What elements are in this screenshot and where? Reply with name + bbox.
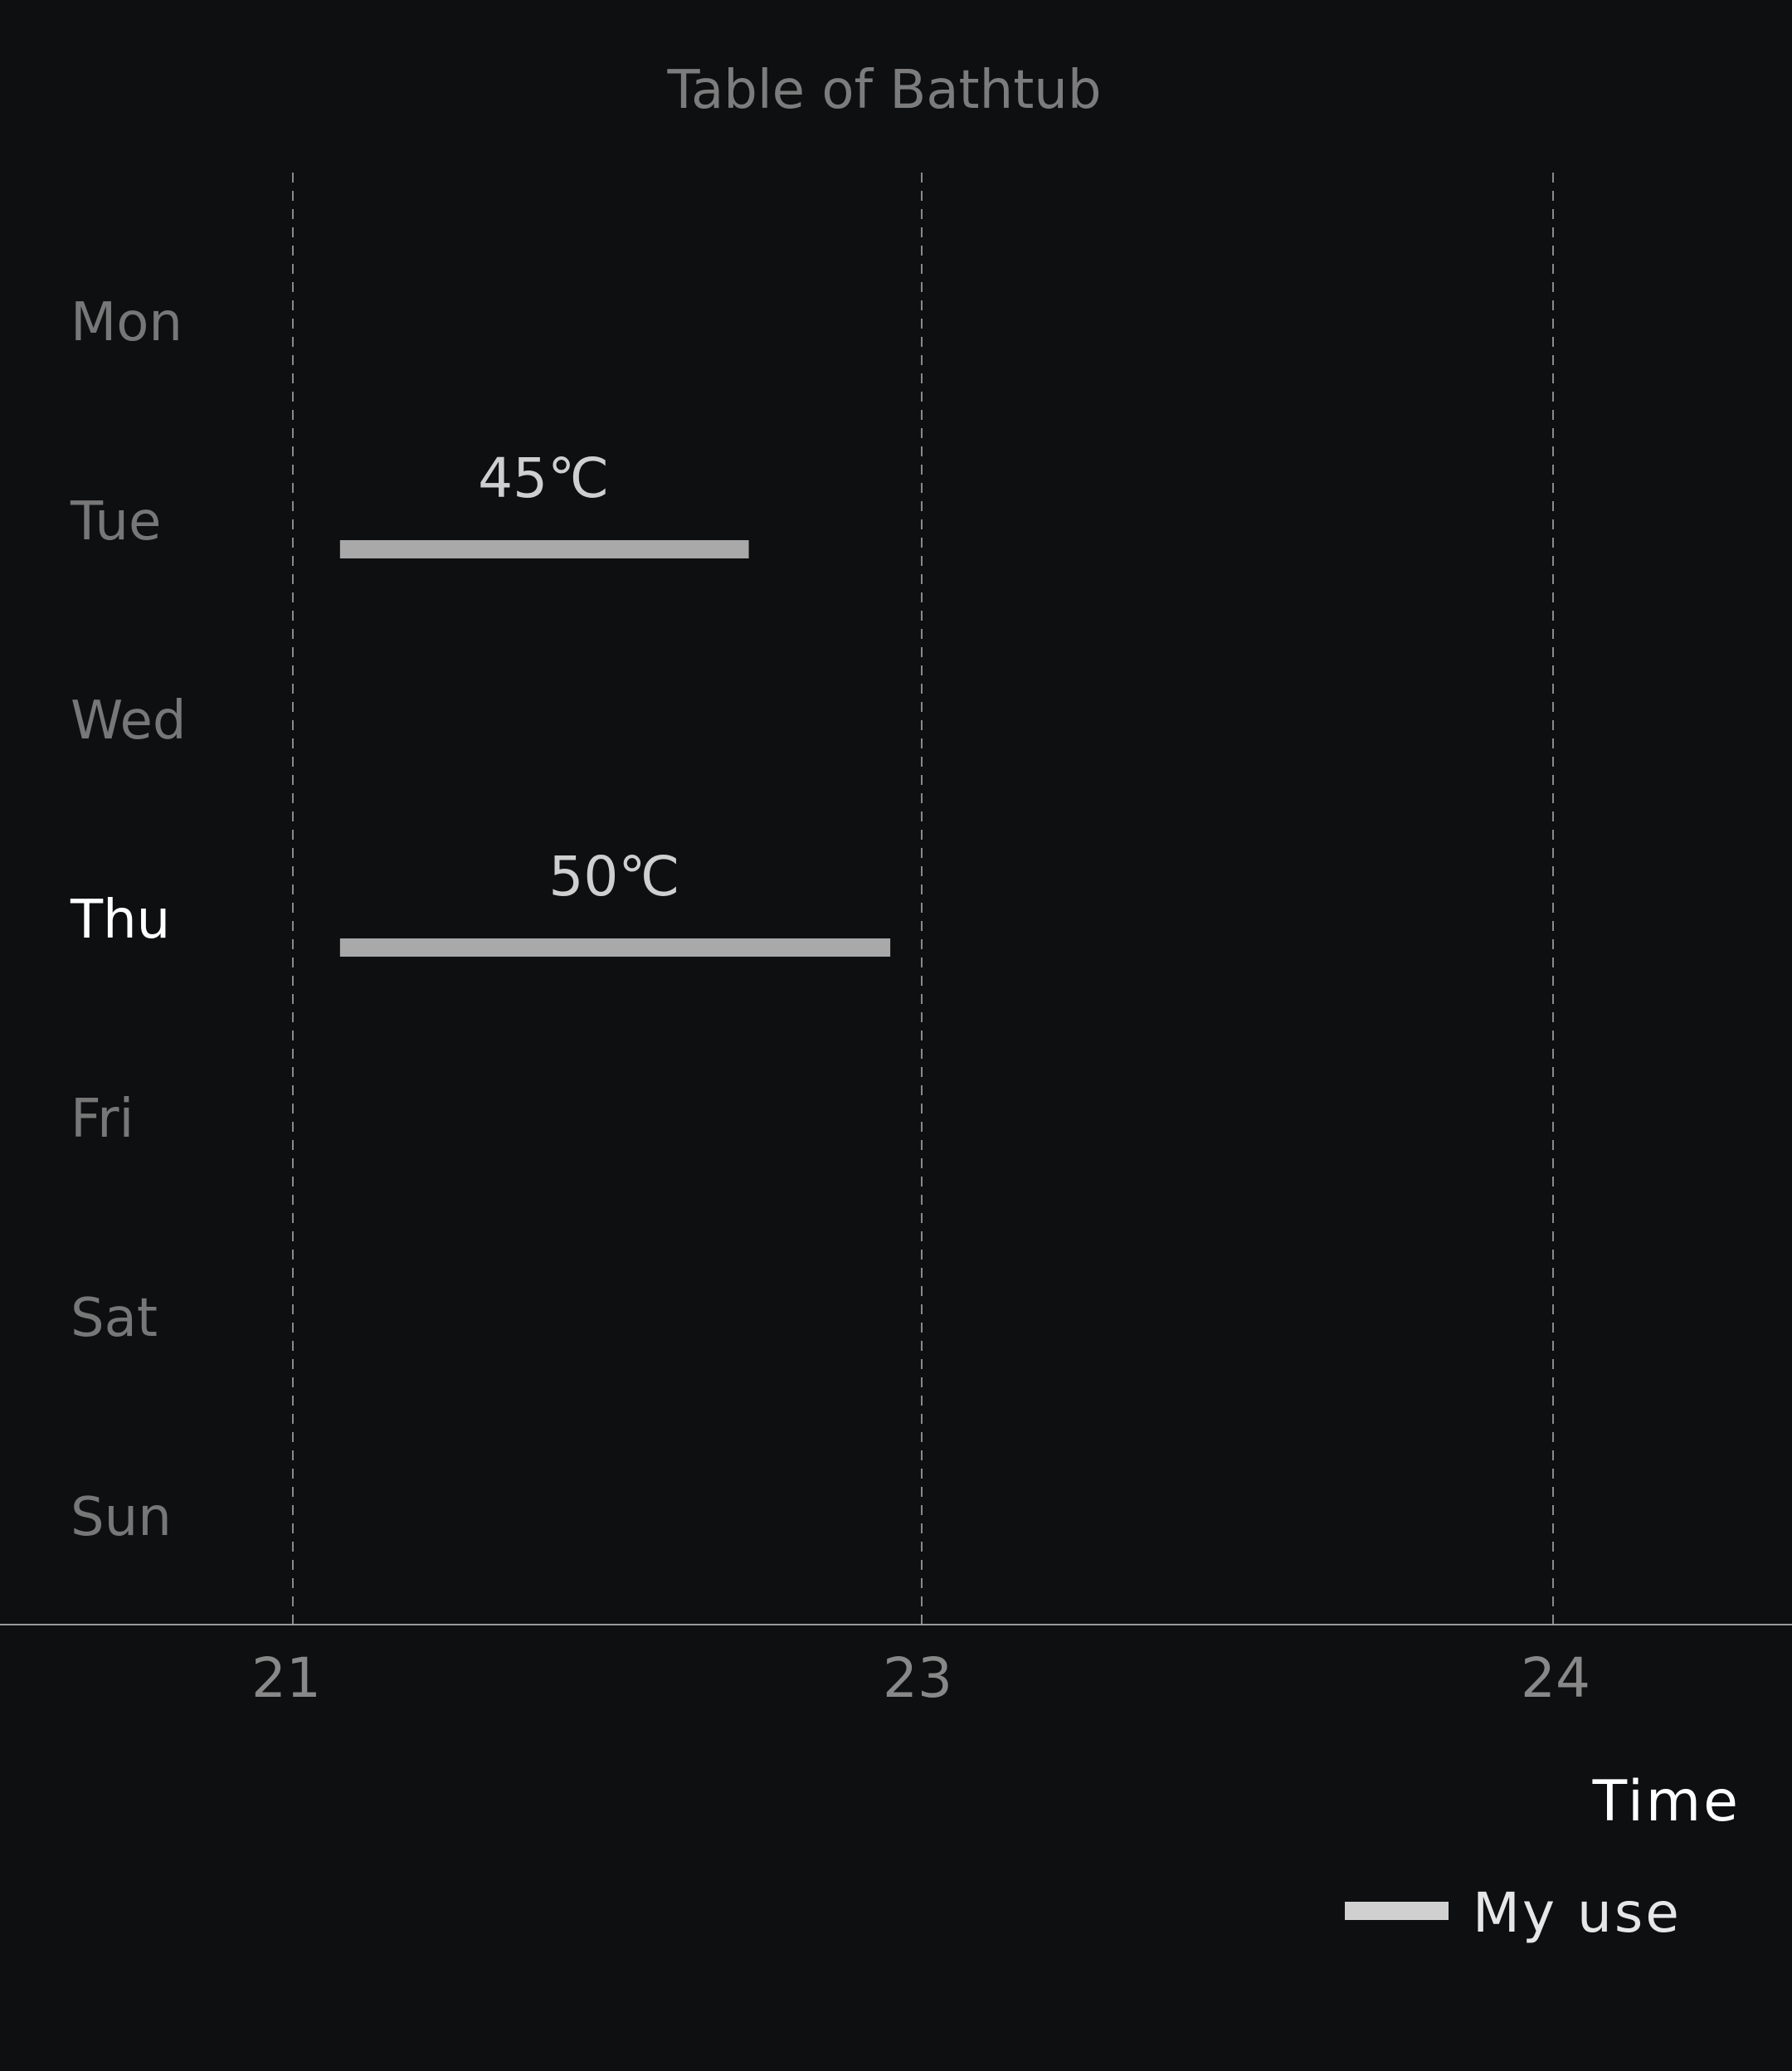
chart-title: Table of Bathtub xyxy=(667,60,1102,121)
grid-layer xyxy=(292,173,1554,1625)
day-label-tue[interactable]: Tue xyxy=(70,491,161,553)
x-tick-label-21: 21 xyxy=(251,1646,321,1710)
legend[interactable]: My use xyxy=(1345,1881,1682,1945)
day-label-fri[interactable]: Fri xyxy=(71,1089,134,1150)
legend-label-my-use: My use xyxy=(1473,1881,1682,1945)
y-axis-day-labels: Mon Tue Wed Thu Fri Sat Sun xyxy=(70,292,187,1548)
day-label-thu[interactable]: Thu xyxy=(70,889,170,951)
bar-thu[interactable] xyxy=(339,938,891,957)
bar-label-thu: 50℃ xyxy=(548,845,679,909)
x-tick-label-23: 23 xyxy=(883,1646,952,1710)
x-axis-tick-labels: 21 23 24 xyxy=(251,1646,1590,1710)
x-tick-label-24: 24 xyxy=(1521,1646,1590,1710)
day-label-sun[interactable]: Sun xyxy=(71,1487,172,1548)
bar-label-tue: 45℃ xyxy=(478,446,609,510)
day-label-mon[interactable]: Mon xyxy=(71,292,183,353)
legend-swatch xyxy=(1345,1902,1449,1920)
x-axis-title: Time xyxy=(1592,1769,1741,1835)
day-label-sat[interactable]: Sat xyxy=(71,1288,158,1349)
bar-tue[interactable] xyxy=(339,540,749,558)
day-label-wed[interactable]: Wed xyxy=(71,690,187,752)
bars-layer: 45℃ 50℃ xyxy=(339,446,891,957)
